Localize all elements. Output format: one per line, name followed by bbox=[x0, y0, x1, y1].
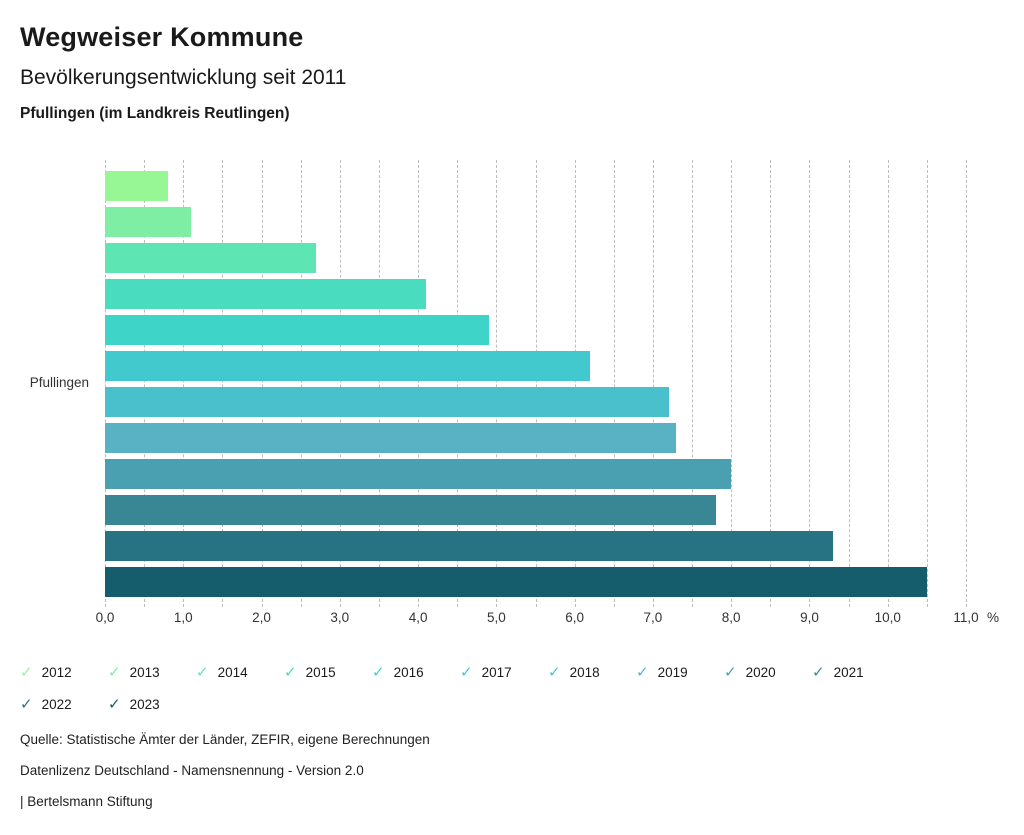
gridline bbox=[731, 160, 733, 607]
x-tick-label: 0,0 bbox=[95, 610, 115, 625]
check-icon: ✓ bbox=[372, 663, 385, 681]
gridline bbox=[261, 160, 263, 607]
bar-2020[interactable] bbox=[105, 459, 732, 489]
gridline bbox=[300, 160, 302, 607]
bar-2019[interactable] bbox=[105, 423, 677, 453]
chart-subtitle: Bevölkerungsentwicklung seit 2011 bbox=[20, 66, 347, 89]
bar-2014[interactable] bbox=[105, 243, 317, 273]
legend-year-label: 2022 bbox=[41, 696, 72, 712]
check-icon: ✓ bbox=[108, 695, 121, 713]
x-tick-label: 9,0 bbox=[800, 610, 819, 625]
gridline bbox=[183, 160, 185, 607]
gridline bbox=[339, 160, 341, 607]
x-tick-label: 3,0 bbox=[330, 610, 350, 625]
check-icon: ✓ bbox=[812, 663, 825, 681]
gridline bbox=[770, 160, 772, 607]
legend-year-label: 2021 bbox=[833, 664, 864, 680]
legend-year-label: 2013 bbox=[129, 664, 160, 680]
bar-2017[interactable] bbox=[105, 351, 591, 381]
legend-item-2016[interactable]: ✓ 2016 bbox=[372, 656, 460, 688]
check-icon: ✓ bbox=[20, 695, 33, 713]
x-tick-label: 8,0 bbox=[721, 610, 741, 625]
gridline bbox=[652, 160, 654, 607]
bar-2022[interactable] bbox=[105, 531, 833, 561]
plot-area bbox=[105, 160, 967, 607]
legend-item-2014[interactable]: ✓ 2014 bbox=[196, 656, 284, 688]
x-tick-label: 7,0 bbox=[643, 610, 663, 625]
page-title: Wegweiser Kommune bbox=[20, 22, 304, 52]
check-icon: ✓ bbox=[284, 663, 297, 681]
gridline bbox=[378, 160, 380, 607]
gridline bbox=[809, 160, 811, 607]
check-icon: ✓ bbox=[460, 663, 473, 681]
legend-year-label: 2017 bbox=[481, 664, 512, 680]
gridline bbox=[926, 160, 928, 607]
legend-year-label: 2019 bbox=[657, 664, 688, 680]
legend-item-2022[interactable]: ✓ 2022 bbox=[20, 688, 108, 720]
x-tick-label: 10,0 bbox=[874, 610, 901, 625]
y-axis-category-label: Pfullingen bbox=[29, 375, 89, 390]
gridline bbox=[535, 160, 537, 607]
bar-2018[interactable] bbox=[105, 387, 669, 417]
gridline bbox=[848, 160, 850, 607]
gridline bbox=[887, 160, 889, 607]
gridline bbox=[222, 160, 224, 607]
gridline bbox=[613, 160, 615, 607]
gridline bbox=[574, 160, 576, 607]
source-text: Quelle: Statistische Ämter der Länder, Z… bbox=[20, 732, 430, 747]
legend-year-label: 2015 bbox=[305, 664, 336, 680]
legend-item-2020[interactable]: ✓ 2020 bbox=[724, 656, 812, 688]
check-icon: ✓ bbox=[636, 663, 649, 681]
legend-item-2018[interactable]: ✓ 2018 bbox=[548, 656, 636, 688]
x-tick-label: 4,0 bbox=[408, 610, 428, 625]
legend-item-2015[interactable]: ✓ 2015 bbox=[284, 656, 372, 688]
gridline bbox=[496, 160, 498, 607]
footer: Quelle: Statistische Ämter der Länder, Z… bbox=[20, 732, 430, 825]
check-icon: ✓ bbox=[20, 663, 33, 681]
legend-item-2017[interactable]: ✓ 2017 bbox=[460, 656, 548, 688]
legend-year-label: 2014 bbox=[217, 664, 248, 680]
x-tick-label: 6,0 bbox=[565, 610, 585, 625]
gridline bbox=[966, 160, 967, 607]
legend-year-label: 2012 bbox=[41, 664, 72, 680]
x-tick-label: 1,0 bbox=[173, 610, 193, 625]
bar-2015[interactable] bbox=[105, 279, 426, 309]
legend-item-2019[interactable]: ✓ 2019 bbox=[636, 656, 724, 688]
legend-item-2013[interactable]: ✓ 2013 bbox=[108, 656, 196, 688]
legend: ✓ 2012 ✓ 2013 ✓ 2014 ✓ 2015 ✓ 2016 ✓ 2017 ✓ 2018 ✓ 2019… bbox=[20, 656, 930, 720]
region-label: Pfullingen (im Landkreis Reutlingen) bbox=[20, 105, 290, 122]
legend-item-2012[interactable]: ✓ 2012 bbox=[20, 656, 108, 688]
x-tick-label: 2,0 bbox=[252, 610, 271, 625]
legend-year-label: 2023 bbox=[129, 696, 160, 712]
license-text: Datenlizenz Deutschland - Namensnennung … bbox=[20, 763, 364, 778]
gridline bbox=[692, 160, 694, 607]
legend-year-label: 2020 bbox=[745, 664, 776, 680]
check-icon: ✓ bbox=[108, 663, 121, 681]
gridline bbox=[105, 160, 106, 607]
legend-year-label: 2018 bbox=[569, 664, 600, 680]
legend-item-2021[interactable]: ✓ 2021 bbox=[812, 656, 900, 688]
check-icon: ✓ bbox=[196, 663, 209, 681]
gridline bbox=[457, 160, 459, 607]
x-tick-label: 11,0 bbox=[953, 610, 979, 625]
bar-2012[interactable] bbox=[105, 171, 168, 201]
bar-2023[interactable] bbox=[105, 567, 927, 597]
legend-year-label: 2016 bbox=[393, 664, 424, 680]
x-tick-label: 5,0 bbox=[486, 610, 506, 625]
brand-text: | Bertelsmann Stiftung bbox=[20, 794, 153, 809]
bar-2021[interactable] bbox=[105, 495, 716, 525]
check-icon: ✓ bbox=[548, 663, 561, 681]
bar-2013[interactable] bbox=[105, 207, 192, 237]
x-axis-unit-label: % bbox=[987, 610, 1000, 625]
gridline bbox=[144, 160, 146, 607]
legend-item-2023[interactable]: ✓ 2023 bbox=[108, 688, 196, 720]
check-icon: ✓ bbox=[724, 663, 737, 681]
bar-2016[interactable] bbox=[105, 315, 489, 345]
gridline bbox=[418, 160, 420, 607]
